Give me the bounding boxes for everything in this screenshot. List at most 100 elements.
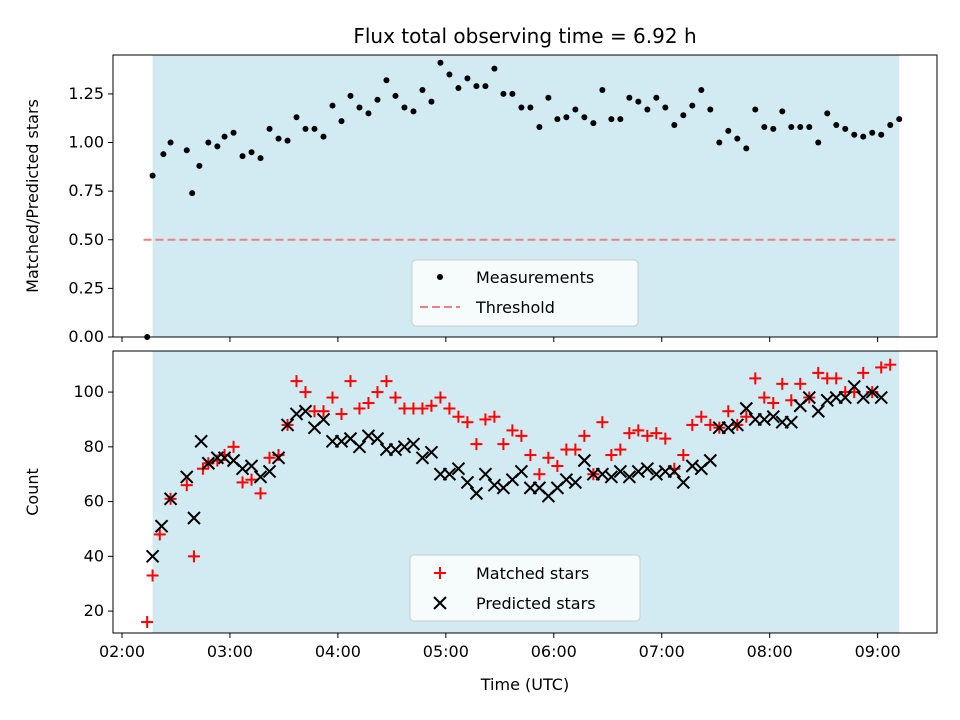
- count-axes-frame: [112, 350, 938, 634]
- measurement-point: [347, 92, 354, 99]
- count-panel: 20 40 60 80 100 02:00 03:00 04:00 05:00 06:00 07:…: [23, 350, 938, 694]
- ratio-axes-frame: [112, 54, 938, 338]
- predicted-star-point: [316, 412, 331, 427]
- count-x-ticks: 02:00 03:00 04:00 05:00 06:00 07:00 08:00 09:00: [99, 633, 901, 661]
- matched-star-point: [146, 569, 159, 582]
- predicted-star-point: [865, 385, 879, 399]
- measurement-point: [446, 71, 453, 78]
- x-marker-stroke: [451, 462, 466, 476]
- ratio-y-tick-label: 0.75: [68, 181, 104, 200]
- x-marker-stroke: [847, 379, 861, 394]
- count-x-tick-label: 02:00: [99, 642, 145, 661]
- measurement-point: [293, 114, 300, 121]
- predicted-star-point: [820, 393, 834, 407]
- x-marker-stroke: [766, 410, 780, 424]
- matched-star-point: [812, 366, 825, 379]
- matched-star-point: [551, 459, 564, 472]
- x-marker-stroke: [460, 475, 475, 490]
- x-marker-stroke: [154, 519, 169, 533]
- predicted-star-point: [802, 390, 816, 405]
- legend-threshold-label: Threshold: [475, 298, 555, 317]
- predicted-star-point: [145, 549, 160, 564]
- measurement-point: [635, 98, 642, 105]
- matched-star-point: [416, 402, 429, 415]
- count-x-tick-label: 07:00: [639, 642, 685, 661]
- x-marker-stroke: [424, 445, 439, 460]
- x-marker-stroke: [613, 464, 628, 479]
- matched-star-point: [344, 375, 357, 388]
- ratio-y-axis-label: Matched/Predicted stars: [23, 99, 42, 293]
- predicted-star-point: [766, 410, 780, 424]
- predicted-star-point: [289, 407, 304, 421]
- predicted-star-point: [406, 437, 421, 451]
- matched-star-point: [141, 616, 154, 629]
- x-marker-stroke: [784, 415, 798, 429]
- predicted-star-point: [253, 470, 268, 484]
- measurement-point: [167, 139, 174, 146]
- measurement-point: [806, 123, 813, 130]
- x-marker-stroke: [874, 390, 888, 405]
- predicted-star-point: [811, 404, 825, 418]
- x-marker-stroke: [478, 467, 493, 481]
- measurement-point: [689, 102, 696, 109]
- predicted-star-point: [856, 390, 870, 405]
- matched-star-point: [245, 473, 258, 486]
- x-marker-stroke: [622, 470, 637, 484]
- measurement-point: [311, 125, 318, 132]
- x-marker-stroke: [865, 385, 879, 399]
- matched-star-point: [767, 397, 780, 410]
- legend-predicted-label: Predicted stars: [476, 594, 596, 613]
- measurement-point: [482, 83, 489, 90]
- x-marker-stroke: [757, 412, 771, 427]
- x-marker-stroke: [397, 440, 412, 454]
- x-marker-stroke: [217, 451, 232, 465]
- measurement-point: [626, 94, 633, 101]
- measurement-point: [644, 106, 651, 113]
- matched-star-point: [830, 372, 843, 385]
- measurement-point: [653, 94, 660, 101]
- measurement-points: [144, 59, 903, 340]
- x-marker-stroke: [226, 453, 241, 468]
- matched-star-point: [335, 407, 348, 420]
- predicted-star-point: [334, 434, 349, 449]
- predicted-star-point: [451, 462, 466, 476]
- count-legend: Matched stars Predicted stars: [409, 554, 641, 622]
- measurement-point: [491, 65, 498, 72]
- measurement-point: [214, 143, 221, 150]
- measurement-point: [599, 87, 606, 94]
- measurement-point: [860, 133, 867, 140]
- predicted-star-point: [244, 459, 259, 473]
- predicted-star-point: [262, 464, 277, 479]
- matched-star-point: [389, 391, 402, 404]
- measurement-point: [302, 125, 309, 132]
- x-marker-stroke: [289, 407, 304, 421]
- predicted-star-point: [613, 464, 628, 479]
- x-marker-stroke: [415, 451, 430, 465]
- measurement-point: [365, 110, 372, 117]
- predicted-star-point: [460, 475, 475, 490]
- count-x-tick-label: 06:00: [531, 642, 577, 661]
- ratio-y-tick-label: 0.50: [68, 230, 104, 249]
- matched-star-point: [776, 377, 789, 390]
- measurement-point: [563, 114, 570, 121]
- x-marker-stroke: [352, 440, 367, 454]
- measurement-point: [205, 139, 212, 146]
- measurement-point: [572, 106, 579, 113]
- measurement-point: [617, 116, 624, 123]
- matched-star-point: [605, 449, 618, 462]
- x-marker-stroke: [487, 478, 502, 492]
- ratio-legend: Measurements Threshold: [411, 259, 639, 327]
- predicted-star-point: [604, 470, 619, 484]
- predicted-star-point: [595, 467, 610, 481]
- measurement-point: [896, 116, 903, 123]
- x-marker-stroke: [388, 442, 403, 457]
- measurement-point: [734, 135, 741, 142]
- x-marker-stroke: [739, 401, 753, 416]
- matched-star-point: [497, 438, 510, 451]
- predicted-star-point: [568, 475, 583, 490]
- predicted-star-point: [640, 462, 655, 476]
- count-y-tick-label: 60: [84, 492, 104, 511]
- count-x-tick-label: 05:00: [423, 642, 469, 661]
- measurement-point: [842, 125, 849, 132]
- matched-star-point: [299, 386, 312, 399]
